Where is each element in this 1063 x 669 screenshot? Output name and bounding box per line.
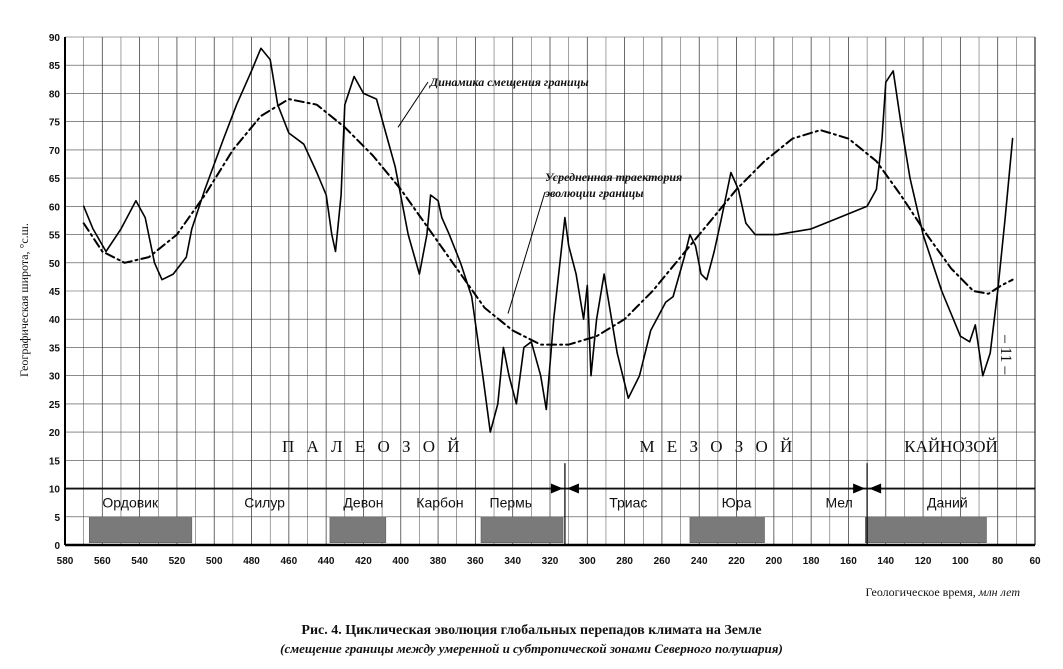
x-tick-label: 580: [57, 556, 74, 567]
period-label: Юра: [722, 495, 752, 511]
period-label: Девон: [343, 495, 383, 511]
x-tick-label: 240: [691, 556, 708, 567]
x-tick-label: 120: [915, 556, 932, 567]
period-label: Мел: [825, 495, 852, 511]
x-tick-label: 80: [992, 556, 1004, 567]
x-tick-label: 460: [281, 556, 298, 567]
y-tick-label: 5: [54, 513, 60, 524]
era-labels: П А Л Е О З О Й М Е З О З О Й КАЙНОЗОЙ: [282, 437, 998, 545]
x-tick-label: 500: [206, 556, 223, 567]
period-label: Силур: [244, 495, 285, 511]
glacial-bars: [89, 516, 987, 543]
period-label: Даний: [927, 495, 968, 511]
era-boundary-arrow-right: [869, 483, 882, 494]
y-tick-label: 85: [49, 61, 61, 72]
x-tick-label: 480: [243, 556, 260, 567]
x-tick-label: 340: [504, 556, 521, 567]
grid: [64, 36, 1036, 546]
glacial-bar: [89, 516, 193, 543]
period-label: Пермь: [490, 495, 533, 511]
era-boundary-arrow-right: [566, 483, 579, 494]
y-tick-label: 55: [49, 231, 61, 242]
annotation-average-line2: эволюции границы: [544, 186, 644, 200]
x-tick-label: 280: [616, 556, 633, 567]
series-dynamics-line: [82, 47, 1014, 433]
x-tick-label: 60: [1029, 556, 1041, 567]
era-boundary-arrow-left: [550, 483, 563, 494]
y-tick-label: 60: [49, 202, 61, 213]
page-number: – 11 –: [997, 335, 1014, 375]
x-tick-label: 560: [94, 556, 111, 567]
period-label: Ордовик: [102, 495, 159, 511]
y-tick-label: 70: [49, 146, 61, 157]
y-tick-label: 80: [49, 89, 61, 100]
x-tick-label: 360: [467, 556, 484, 567]
era-label: П А Л Е О З О Й: [282, 437, 464, 456]
x-tick-label: 180: [803, 556, 820, 567]
y-tick-label: 0: [54, 541, 60, 552]
period-labels: Ордовик Силур Девон Карбон Пермь Триас Юра Мел Д…: [102, 495, 967, 511]
figure-caption-subtitle: (смещение границы между умеренной и субт…: [280, 641, 783, 656]
x-tick-label: 260: [654, 556, 671, 567]
x-tick-label: 400: [392, 556, 409, 567]
period-label: Карбон: [416, 495, 463, 511]
glacial-bar: [865, 516, 987, 543]
annotation-dynamics: Динамика смещения границы: [429, 75, 589, 89]
x-tick-label: 300: [579, 556, 596, 567]
era-label: М Е З О З О Й: [639, 437, 796, 456]
y-axis-label: Географическая широта, °с.ш.: [17, 223, 31, 377]
glacial-bar: [480, 516, 564, 543]
y-tick-label: 50: [49, 259, 61, 270]
figure-caption-title: Рис. 4. Циклическая эволюция глобальных …: [301, 623, 762, 638]
annotation-leader-dynamics: [397, 81, 429, 128]
y-tick-label: 35: [49, 343, 61, 354]
y-tick-label: 45: [49, 287, 61, 298]
y-tick-label: 10: [49, 485, 61, 496]
x-tick-label: 520: [169, 556, 186, 567]
x-tick-label: 100: [952, 556, 969, 567]
y-tick-label: 25: [49, 400, 61, 411]
x-tick-label: 440: [318, 556, 335, 567]
y-tick-label: 30: [49, 372, 61, 383]
chart-labels: Географическая широта, °с.ш. Геологическ…: [17, 75, 1020, 599]
axes: [64, 37, 1036, 547]
y-tick-label: 40: [49, 315, 61, 326]
glacial-bar: [329, 516, 387, 543]
x-tick-label: 540: [131, 556, 148, 567]
x-tick-labels: 580 560 540 520 500 480 460 440 420 400 380 360 340 3…: [57, 556, 1041, 567]
series-average-line: [82, 98, 1014, 346]
y-tick-label: 75: [49, 118, 61, 129]
y-tick-label: 15: [49, 456, 61, 467]
x-tick-label: 160: [840, 556, 857, 567]
y-tick-label: 90: [49, 33, 61, 44]
y-tick-labels: 0 5 10 15 20 25 30 35 40 45 50 55 60 65 70 75 80 85 90: [49, 33, 61, 552]
annotation-average-line1: Усредненная траектория: [545, 170, 682, 184]
x-tick-label: 220: [728, 556, 745, 567]
chart: 580 560 540 520 500 480 460 440 420 400 380 360 340 3…: [17, 33, 1041, 599]
period-label: Триас: [609, 495, 647, 511]
glacial-bar: [689, 516, 765, 543]
x-axis-label: Геологическое время, млн лет: [865, 585, 1020, 599]
x-tick-label: 380: [430, 556, 447, 567]
era-label: КАЙНОЗОЙ: [904, 437, 998, 456]
annotation-leader-average: [507, 191, 546, 314]
y-tick-label: 65: [49, 174, 61, 185]
era-boundary-arrow-left: [853, 483, 866, 494]
x-tick-label: 140: [877, 556, 894, 567]
series-lines: [82, 47, 1014, 433]
y-tick-label: 20: [49, 428, 61, 439]
x-tick-label: 320: [542, 556, 559, 567]
x-tick-label: 420: [355, 556, 372, 567]
x-tick-label: 200: [766, 556, 783, 567]
